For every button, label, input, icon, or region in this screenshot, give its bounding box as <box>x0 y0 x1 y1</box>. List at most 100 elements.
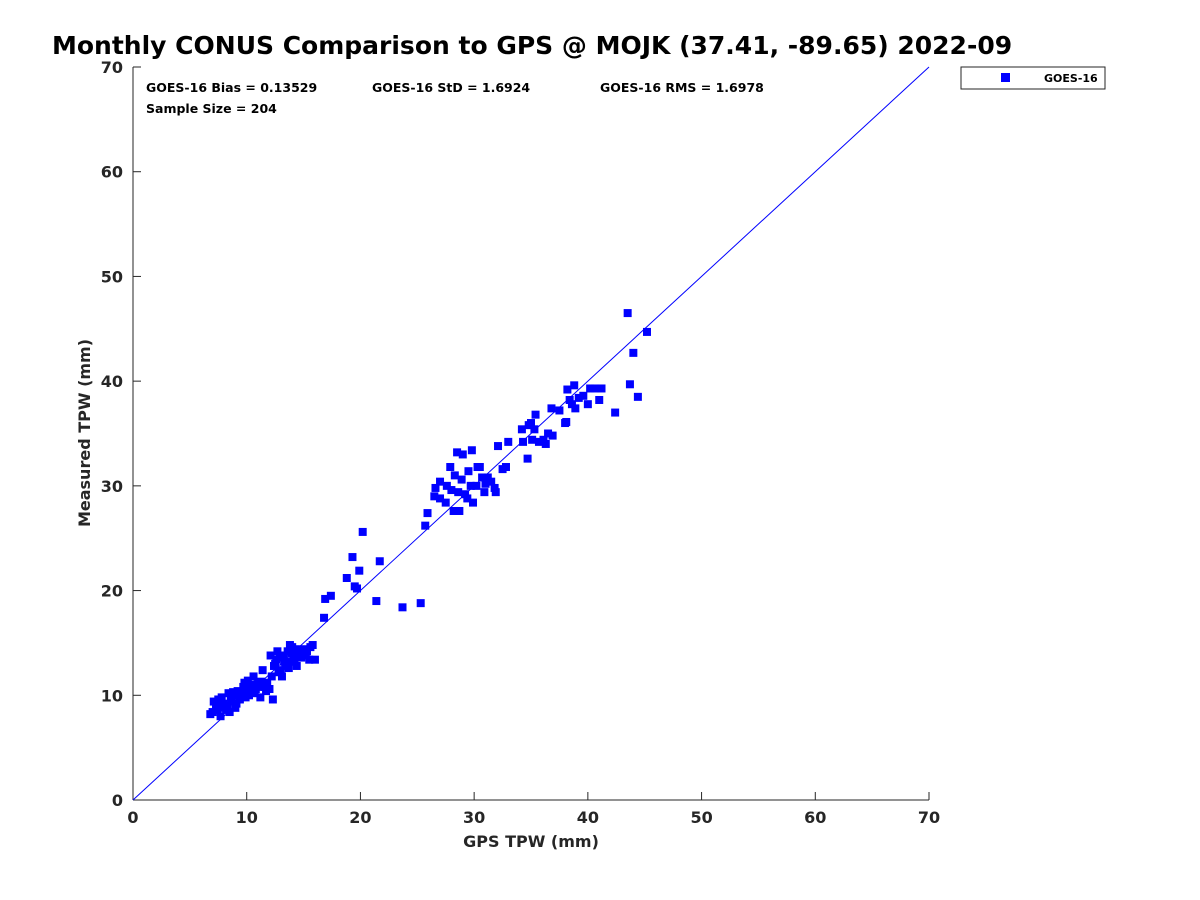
data-point <box>534 437 543 446</box>
data-point <box>375 557 384 566</box>
data-point <box>326 591 335 600</box>
data-point <box>268 695 277 704</box>
data-point <box>450 471 459 480</box>
data-point <box>528 435 537 444</box>
data-point <box>483 473 492 482</box>
x-tick-label: 20 <box>349 808 371 827</box>
data-point <box>595 395 604 404</box>
data-point <box>284 664 293 673</box>
data-point <box>292 661 301 670</box>
legend-label: GOES-16 <box>1044 72 1098 85</box>
data-point <box>625 380 634 389</box>
x-tick-label: 40 <box>577 808 599 827</box>
legend: GOES-16 <box>960 66 1106 90</box>
data-point <box>579 391 588 400</box>
data-point <box>266 651 275 660</box>
data-point <box>563 385 572 394</box>
x-tick-label: 30 <box>463 808 485 827</box>
data-point <box>249 672 258 681</box>
data-point <box>226 693 235 702</box>
data-point <box>274 668 283 677</box>
stat-bias: GOES-16 Bias = 0.13529 <box>146 80 317 95</box>
data-point <box>629 348 638 357</box>
data-point <box>481 479 490 488</box>
data-point <box>310 655 319 664</box>
data-point <box>398 603 407 612</box>
data-point <box>423 509 432 518</box>
data-point <box>272 655 281 664</box>
x-tick-label: 50 <box>690 808 712 827</box>
data-point <box>548 431 557 440</box>
data-point <box>523 454 532 463</box>
legend-box <box>960 66 1106 90</box>
data-point <box>232 699 241 708</box>
data-point <box>436 477 445 486</box>
data-point <box>416 599 425 608</box>
data-point <box>494 442 503 451</box>
data-point <box>223 702 232 711</box>
y-tick-label: 10 <box>101 686 123 705</box>
data-point <box>469 498 478 507</box>
data-point <box>562 417 571 426</box>
data-point <box>586 384 595 393</box>
data-point <box>623 309 632 318</box>
data-point <box>208 708 217 717</box>
data-point <box>300 651 309 660</box>
stat-rms: GOES-16 RMS = 1.6978 <box>600 80 764 95</box>
data-point <box>447 486 456 495</box>
y-tick-label: 0 <box>112 791 123 810</box>
data-point <box>348 553 357 562</box>
data-point <box>217 693 226 702</box>
data-point <box>235 695 244 704</box>
y-tick-label: 40 <box>101 372 123 391</box>
data-point <box>285 641 294 650</box>
data-point <box>241 693 250 702</box>
data-point <box>280 657 289 666</box>
data-point <box>458 450 467 459</box>
x-tick-label: 0 <box>127 808 138 827</box>
data-point <box>262 687 271 696</box>
data-point <box>472 481 481 490</box>
data-point <box>256 693 265 702</box>
data-point <box>501 463 510 472</box>
data-point <box>455 506 464 515</box>
data-point <box>567 400 576 409</box>
data-point <box>358 527 367 536</box>
data-point <box>463 494 472 503</box>
data-point <box>519 437 528 446</box>
data-point <box>239 682 248 691</box>
legend-marker <box>1001 73 1010 82</box>
data-point <box>571 404 580 413</box>
data-point <box>490 483 499 492</box>
data-point <box>457 475 466 484</box>
data-point <box>611 408 620 417</box>
data-point <box>287 649 296 658</box>
data-point <box>353 584 362 593</box>
data-point <box>504 437 513 446</box>
data-point <box>302 647 311 656</box>
data-point <box>355 566 364 575</box>
data-point <box>279 651 288 660</box>
data-point <box>321 594 330 603</box>
data-point <box>633 392 642 401</box>
data-point <box>243 676 252 685</box>
data-point <box>570 381 579 390</box>
x-tick-label: 10 <box>236 808 258 827</box>
data-point <box>441 498 450 507</box>
stat-sample-size: Sample Size = 204 <box>146 101 277 116</box>
data-point <box>478 473 487 482</box>
data-point <box>487 477 496 486</box>
data-point <box>547 404 556 413</box>
data-point <box>305 655 314 664</box>
data-point <box>590 384 599 393</box>
y-tick-label: 70 <box>101 58 123 77</box>
data-point <box>209 697 218 706</box>
data-point <box>213 705 222 714</box>
data-point <box>372 597 381 606</box>
data-point <box>430 492 439 501</box>
data-point <box>453 448 462 457</box>
data-point <box>224 689 233 698</box>
data-point <box>541 439 550 448</box>
data-point <box>464 467 473 476</box>
